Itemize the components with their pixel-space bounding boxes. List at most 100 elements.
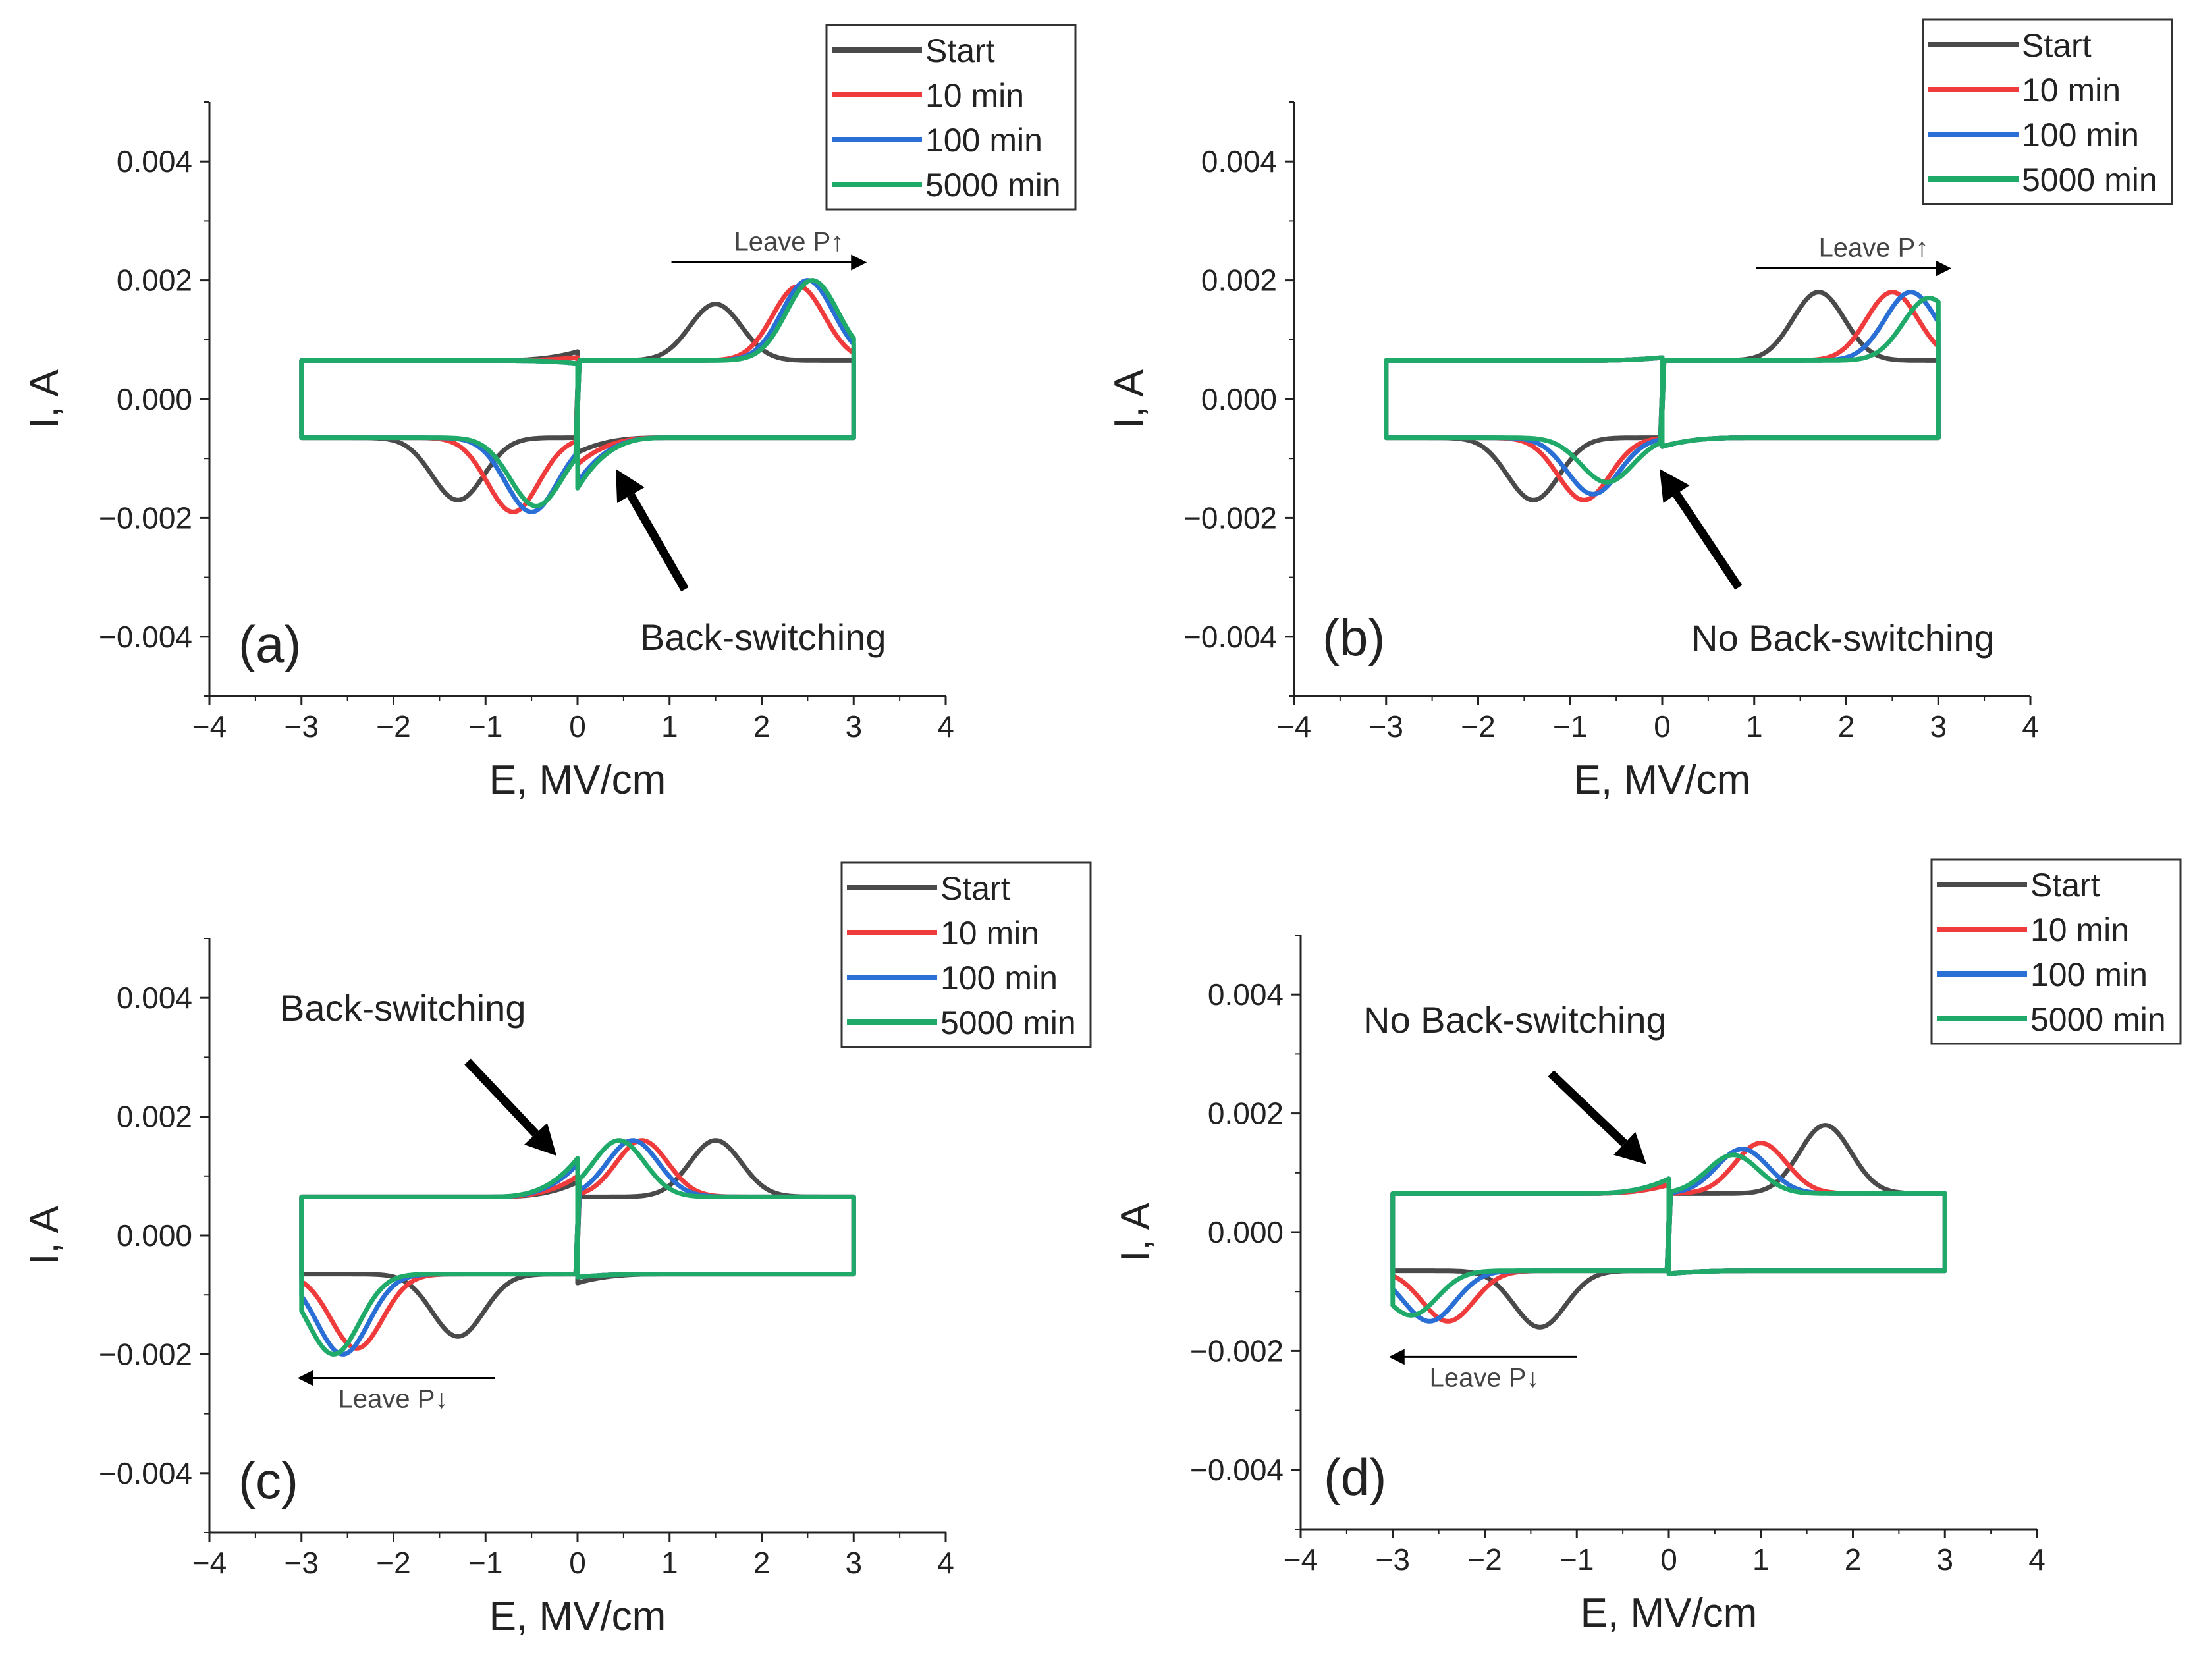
y-tick-label: 0.004 [1201,144,1277,178]
annotation-arrowhead [524,1123,556,1156]
annotation-arrow [627,493,689,592]
x-tick-label: 4 [937,1546,954,1580]
x-tick-label: −2 [1467,1542,1502,1577]
series-line-5000-min [1384,296,1941,485]
y-tick-label: −0.002 [1183,501,1277,535]
x-tick-label: 4 [937,709,954,744]
panel-label: (b) [1322,609,1385,666]
x-tick-label: −3 [285,709,319,744]
legend-label: 10 min [2030,911,2129,948]
legend-label: 5000 min [2030,1001,2166,1038]
x-axis-title: E, MV/cm [489,757,666,803]
x-tick-label: −1 [1553,709,1587,744]
x-tick-label: −2 [376,709,410,744]
x-tick-label: −3 [1376,1542,1410,1577]
annotation-arrowhead [1660,469,1690,503]
x-tick-label: 4 [2022,709,2039,744]
y-tick-label: 0.002 [117,263,192,298]
y-tick-label: 0.000 [117,1218,192,1253]
y-axis-title: I, A [22,1206,67,1265]
y-tick-label: −0.002 [99,501,192,535]
x-tick-label: 3 [1936,1542,1953,1577]
annotation-text: No Back-switching [1691,617,1995,659]
legend: Start 10 min 100 min 5000 min [825,24,1077,211]
series-line-5000-min [299,1138,856,1357]
x-tick-label: 1 [661,709,678,744]
y-tick-label: 0.004 [1208,977,1284,1012]
x-tick-label: 3 [845,1546,862,1580]
x-tick-label: 1 [661,1546,678,1580]
legend: Start 10 min 100 min 5000 min [1922,18,2173,205]
x-tick-label: 0 [569,1546,586,1580]
series-line-5000-min [1390,1152,1947,1318]
series-line-5000-min [299,278,856,508]
x-tick-label: −1 [468,1546,502,1580]
x-axis-title: E, MV/cm [489,1594,666,1639]
x-tick-label: −2 [1461,709,1495,744]
legend-label: 5000 min [940,1004,1076,1041]
x-tick-label: −4 [1277,709,1311,744]
leave-p-label: Leave P↑ [1819,234,1929,263]
x-tick-label: −3 [285,1546,319,1580]
x-tick-label: 2 [1838,709,1855,744]
x-tick-label: 0 [1660,1542,1677,1577]
annotation-arrow [1673,491,1743,590]
legend-label: 10 min [940,915,1039,952]
x-tick-label: 3 [1930,709,1947,744]
y-tick-label: 0.002 [117,1100,192,1134]
legend-label: Start [940,870,1010,907]
y-tick-label: −0.004 [1183,620,1277,654]
x-axis-title: E, MV/cm [1574,757,1751,803]
panel-label: (a) [238,615,301,673]
legend-label: Start [925,32,995,69]
x-axis-title: E, MV/cm [1581,1590,1758,1636]
y-tick-label: 0.002 [1208,1097,1284,1131]
y-axis-title: I, A [1106,369,1152,429]
x-tick-label: 0 [569,709,586,744]
x-tick-label: −4 [1284,1542,1318,1577]
x-tick-label: −4 [192,709,227,744]
x-tick-label: 1 [1752,1542,1770,1577]
legend-label: 10 min [925,77,1024,114]
annotation-arrow [464,1058,539,1137]
y-tick-label: −0.002 [99,1337,192,1371]
y-tick-label: −0.004 [99,1456,192,1490]
x-tick-label: 3 [845,709,862,744]
x-tick-label: 4 [2028,1542,2046,1577]
legend-box [1922,18,2173,205]
y-axis-title: I, A [1113,1203,1158,1262]
y-tick-label: 0.000 [117,382,192,416]
x-tick-label: 2 [1845,1542,1862,1577]
legend-label: 100 min [940,960,1058,996]
y-tick-label: 0.000 [1208,1215,1284,1249]
x-tick-label: 0 [1654,709,1671,744]
chart-panel-1: −4 −3 −2 −1 0 1 2 3 4 −0.004 −0.002 0.000 0.002 0.004… [1106,18,2173,803]
annotation-text: Back-switching [640,616,886,658]
legend-label: 5000 min [925,167,1061,203]
legend-label: 100 min [925,122,1043,159]
x-tick-label: 2 [753,1546,771,1580]
annotation-arrowhead [616,469,645,503]
y-tick-label: −0.004 [99,620,192,654]
legend-label: Start [2030,867,2100,904]
legend-label: 100 min [2030,956,2148,993]
annotation-arrowhead [1613,1131,1646,1164]
legend-label: 5000 min [2022,161,2157,198]
y-tick-label: −0.002 [1190,1334,1284,1368]
x-tick-label: −2 [376,1546,410,1580]
chart-panel-3: −4 −3 −2 −1 0 1 2 3 4 −0.004 −0.002 0.000 0.002 0.004… [1113,858,2182,1636]
x-tick-label: −1 [468,709,502,744]
leave-p-label: Leave P↓ [1430,1364,1540,1393]
panel-label: (c) [238,1451,298,1509]
y-tick-label: 0.002 [1201,263,1277,298]
x-tick-label: 1 [1746,709,1763,744]
y-axis-title: I, A [22,369,67,429]
legend-box [825,24,1077,211]
legend-label: 10 min [2022,72,2121,109]
x-tick-label: −4 [192,1546,227,1580]
panel-label: (d) [1324,1448,1386,1506]
legend: Start 10 min 100 min 5000 min [840,861,1092,1048]
leave-p-label: Leave P↑ [734,228,844,257]
x-tick-label: 2 [753,709,771,744]
chart-panel-0: −4 −3 −2 −1 0 1 2 3 4 −0.004 −0.002 0.000 0.002 0.004… [22,24,1077,803]
